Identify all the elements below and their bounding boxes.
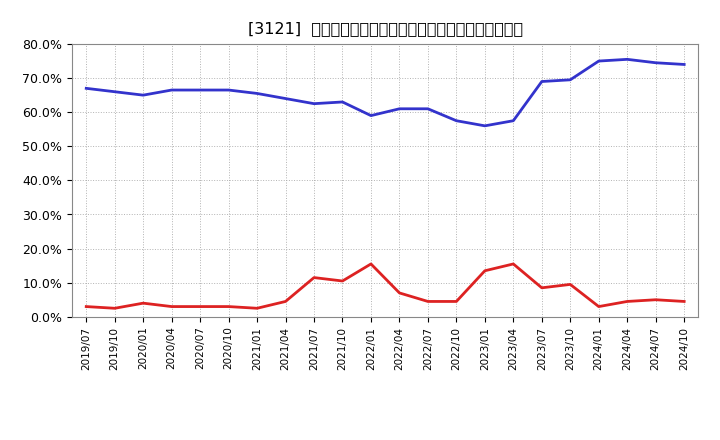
現須金 xyxy=(623,299,631,304)
現須金 xyxy=(110,306,119,311)
有利子負債 xyxy=(253,91,261,96)
有利子負債 xyxy=(509,118,518,123)
現須金 xyxy=(452,299,461,304)
有利子負債 xyxy=(537,79,546,84)
有利子負債 xyxy=(480,123,489,128)
有利子負債 xyxy=(652,60,660,66)
現須金 xyxy=(253,306,261,311)
有利子負債 xyxy=(310,101,318,106)
現須金 xyxy=(282,299,290,304)
Line: 現須金: 現須金 xyxy=(86,264,684,308)
有利子負債 xyxy=(566,77,575,82)
現須金 xyxy=(680,299,688,304)
有利子負債 xyxy=(452,118,461,123)
現須金 xyxy=(196,304,204,309)
現須金 xyxy=(652,297,660,302)
有利子負債 xyxy=(338,99,347,105)
現須金 xyxy=(310,275,318,280)
現須金 xyxy=(595,304,603,309)
現須金 xyxy=(566,282,575,287)
現須金 xyxy=(82,304,91,309)
有利子負債 xyxy=(196,88,204,93)
現須金 xyxy=(423,299,432,304)
有利子負債 xyxy=(225,88,233,93)
現須金 xyxy=(395,290,404,296)
有利子負債 xyxy=(139,92,148,98)
現須金 xyxy=(139,301,148,306)
有利子負債 xyxy=(623,57,631,62)
有利子負債 xyxy=(110,89,119,94)
有利子負債 xyxy=(680,62,688,67)
有利子負債 xyxy=(423,106,432,111)
有利子負債 xyxy=(82,86,91,91)
Legend: 現須金, 有利子負債: 現須金, 有利子負債 xyxy=(287,438,484,440)
有利子負債 xyxy=(167,88,176,93)
現須金 xyxy=(225,304,233,309)
現須金 xyxy=(480,268,489,273)
現須金 xyxy=(509,261,518,267)
現須金 xyxy=(167,304,176,309)
有利子負債 xyxy=(366,113,375,118)
Title: [3121]  現預金、有利子負債の総資産に対する比率の推移: [3121] 現預金、有利子負債の総資産に対する比率の推移 xyxy=(248,21,523,36)
有利子負債 xyxy=(595,59,603,64)
有利子負債 xyxy=(282,96,290,101)
現須金 xyxy=(537,285,546,290)
現須金 xyxy=(366,261,375,267)
現須金 xyxy=(338,279,347,284)
Line: 有利子負債: 有利子負債 xyxy=(86,59,684,126)
有利子負債 xyxy=(395,106,404,111)
